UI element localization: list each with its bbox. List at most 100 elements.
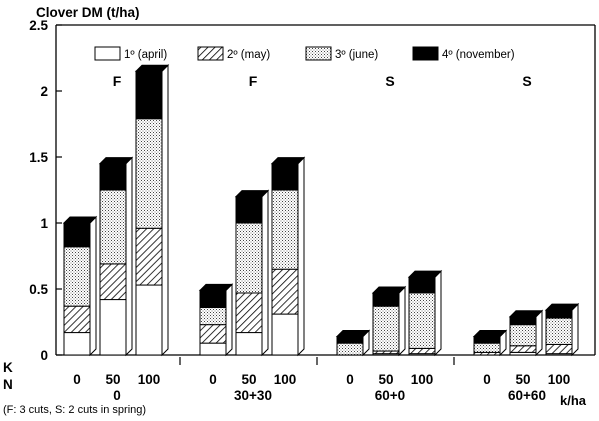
k-tick-label: 50: [105, 372, 120, 387]
unit-label: k/ha: [560, 393, 587, 408]
n-tick-label: 60+60: [508, 388, 546, 403]
bar-segment: [63, 222, 91, 248]
bar-top: [544, 303, 580, 311]
bars: [62, 63, 580, 357]
bar-segment: [235, 196, 263, 224]
bar-segment: [199, 324, 227, 344]
k-tick-label: 100: [548, 372, 571, 387]
legend: 1º (april) 2º (may) 3º (june) 4º (november): [94, 46, 515, 61]
legend-label: 3º (june): [335, 49, 378, 61]
bar-top: [270, 157, 306, 165]
bar-segment: [271, 189, 299, 270]
bar-segment: [408, 347, 436, 355]
group-label: S: [385, 73, 394, 89]
bar-segment: [271, 163, 299, 191]
n-tick-label: 0: [113, 388, 121, 403]
legend-label: 4º (november): [442, 49, 515, 61]
group-label: F: [249, 73, 258, 89]
bar-top: [98, 157, 134, 165]
bar-side: [398, 285, 406, 357]
bar-top: [234, 190, 270, 198]
k-tick-label: 0: [209, 372, 217, 387]
bar-side: [571, 302, 579, 357]
bar-side: [535, 309, 543, 357]
legend-label: 1º (april): [124, 49, 167, 61]
y-tick-label: 0: [40, 348, 48, 363]
y-tick-label: 1.5: [29, 150, 48, 165]
k-tick-label: 100: [138, 372, 161, 387]
row-label-n: N: [3, 377, 13, 392]
bar-segment: [235, 222, 263, 294]
k-tick-label: 100: [274, 372, 297, 387]
n-tick-label: 30+30: [234, 388, 272, 403]
bar-segment: [199, 289, 227, 308]
bar-segment: [545, 317, 573, 345]
k-tick-label: 0: [483, 372, 491, 387]
y-tick-label: 1: [40, 216, 48, 231]
k-tick-label: 50: [241, 372, 256, 387]
k-tick-label: 0: [346, 372, 354, 387]
y-tick-label: 0.5: [29, 282, 48, 297]
bar-segment: [99, 299, 127, 356]
bar-top: [198, 283, 234, 291]
bar-side: [225, 283, 233, 357]
bar-segment: [99, 263, 127, 301]
bar-segment: [372, 292, 400, 307]
group-label: S: [522, 73, 531, 89]
n-tick-label: 60+0: [375, 388, 405, 403]
bar-side: [434, 269, 442, 357]
bar-segment: [135, 70, 163, 120]
legend-swatch: [94, 46, 121, 61]
bar-segment: [372, 305, 400, 352]
legend-swatch: [412, 46, 439, 61]
bar-segment: [545, 309, 573, 319]
bar-segment: [408, 276, 436, 294]
k-tick-label: 50: [378, 372, 393, 387]
chart-title: Clover DM (t/ha): [36, 5, 140, 20]
bar-segment: [473, 336, 501, 344]
bar-segment: [408, 292, 436, 349]
bar-segment: [135, 284, 163, 356]
bar-segment: [63, 305, 91, 334]
bar-segment: [99, 189, 127, 265]
y-tick-label: 2: [40, 84, 48, 99]
y-tick-label: 2.5: [29, 18, 48, 33]
bar-top: [335, 330, 371, 338]
bar-segment: [271, 268, 299, 315]
bar-top: [407, 270, 443, 278]
bar-top: [62, 216, 98, 224]
bar-segment: [545, 343, 573, 355]
bar-segment: [271, 313, 299, 356]
y-ticks: 0 0.5 1 1.5 2 2.5: [29, 18, 62, 363]
bar-segment: [199, 342, 227, 356]
legend-swatch: [305, 46, 332, 61]
bar-segment: [336, 342, 364, 356]
k-tick-label: 0: [73, 372, 81, 387]
bar-top: [134, 64, 170, 72]
bar-side: [125, 156, 133, 357]
bar-side: [89, 215, 97, 357]
bar-segment: [509, 316, 537, 326]
bar-segment: [63, 332, 91, 356]
bar-top: [472, 330, 508, 338]
bar-segment: [99, 163, 127, 191]
bar-segment: [235, 292, 263, 334]
bar-segment: [235, 332, 263, 356]
bar-top: [371, 286, 407, 294]
bar-segment: [336, 336, 364, 344]
bar-side: [297, 156, 305, 357]
k-tick-label: 100: [411, 372, 434, 387]
bar-side: [261, 189, 269, 357]
bar-segment: [509, 324, 537, 347]
legend-swatch: [197, 46, 224, 61]
footnote: (F: 3 cuts, S: 2 cuts in spring): [3, 404, 146, 416]
row-label-k: K: [3, 360, 13, 375]
group-label: F: [113, 73, 122, 89]
bar-segment: [135, 118, 163, 229]
k-tick-label: 50: [515, 372, 530, 387]
legend-label: 2º (may): [227, 49, 270, 61]
bar-top: [508, 310, 544, 318]
bar-segment: [509, 345, 537, 353]
